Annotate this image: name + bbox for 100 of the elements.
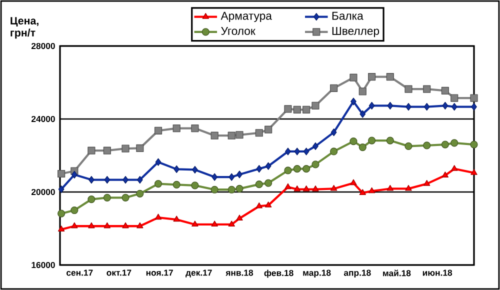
y-axis-title: Цена, грн/т [10, 17, 38, 39]
point [424, 180, 430, 186]
point [368, 102, 375, 110]
point [451, 102, 458, 111]
point [58, 226, 65, 232]
point [441, 140, 449, 148]
point [192, 220, 198, 227]
point [368, 136, 376, 144]
point [88, 222, 95, 228]
point [404, 85, 412, 93]
point [236, 170, 242, 178]
x-tick-label: сен.17 [66, 270, 93, 276]
point [358, 143, 366, 152]
point [122, 176, 128, 184]
point [191, 124, 199, 132]
point [192, 166, 198, 174]
point [88, 176, 94, 184]
point [212, 173, 218, 181]
point [312, 185, 319, 192]
point [136, 222, 144, 228]
point [368, 187, 376, 194]
x-tick-label: июн.18 [422, 270, 452, 276]
point [58, 185, 64, 194]
legend-label: Уголок [221, 27, 256, 35]
point [441, 86, 449, 95]
point [330, 128, 337, 136]
x-tick-label: окт.17 [106, 270, 132, 276]
point [210, 186, 218, 194]
y-tick-label: 20000 [31, 188, 55, 196]
point [173, 216, 180, 222]
point [405, 184, 412, 191]
point [228, 220, 235, 227]
point [255, 129, 263, 137]
point [359, 189, 366, 195]
point [104, 222, 111, 228]
y-tick-label: 24000 [31, 116, 55, 122]
point [154, 214, 162, 220]
point [406, 102, 412, 111]
point [70, 206, 78, 214]
point [191, 182, 199, 190]
point [312, 142, 318, 150]
legend-label: Арматура [220, 12, 272, 22]
point [350, 98, 356, 106]
point [330, 184, 338, 191]
point [350, 179, 357, 186]
legend-label: Балка [332, 12, 364, 20]
point [58, 170, 66, 178]
point [451, 165, 458, 171]
point [103, 146, 111, 154]
point [58, 210, 66, 218]
point [265, 162, 272, 170]
point [386, 184, 394, 191]
point [358, 88, 366, 96]
point [210, 132, 218, 140]
point [404, 142, 412, 150]
point [386, 73, 394, 81]
point [312, 160, 320, 168]
point [256, 165, 262, 173]
point [71, 222, 78, 228]
point [211, 220, 218, 227]
point [470, 169, 478, 175]
point [293, 106, 301, 114]
point [423, 142, 431, 150]
x-tick-label: янв.18 [226, 270, 254, 276]
y-tick-label: 28000 [31, 42, 55, 50]
point [88, 196, 96, 204]
point [368, 73, 376, 81]
point [236, 184, 244, 193]
point [293, 165, 301, 173]
point [236, 131, 244, 139]
point [360, 110, 366, 118]
point [71, 170, 78, 178]
point [136, 176, 143, 184]
point [256, 202, 262, 208]
point [136, 190, 144, 198]
point [284, 183, 292, 190]
point [294, 185, 300, 192]
point [264, 126, 272, 134]
point [387, 102, 394, 110]
point [236, 214, 243, 221]
point [350, 74, 358, 82]
point [303, 148, 310, 156]
point [302, 165, 310, 173]
point [103, 194, 111, 202]
point [470, 94, 478, 102]
point [88, 146, 96, 154]
point [386, 136, 394, 144]
point [154, 126, 162, 134]
point [122, 144, 130, 152]
point [264, 202, 272, 208]
point [302, 185, 310, 192]
point [330, 148, 338, 156]
x-tick-label: май.18 [383, 270, 411, 276]
point [172, 180, 180, 189]
point [122, 222, 129, 228]
x-tick-label: фев.18 [264, 270, 294, 278]
legend-label: Швеллер [332, 27, 380, 38]
point [104, 176, 110, 184]
point [136, 144, 144, 152]
point [172, 124, 180, 132]
